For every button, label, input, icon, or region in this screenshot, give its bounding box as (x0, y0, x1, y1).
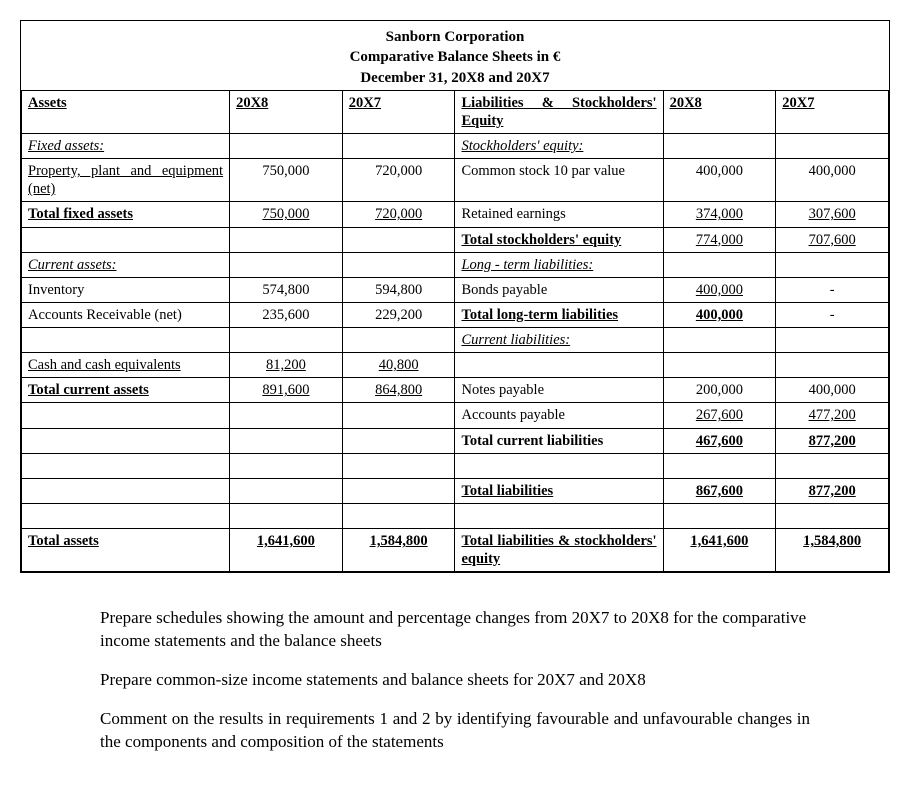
ppe-y1: 750,000 (230, 159, 343, 202)
hdr-y1-left: 20X8 (230, 90, 343, 133)
cash-y2: 40,800 (342, 353, 455, 378)
current-liabilities-header: Current liabilities: (455, 328, 663, 353)
total-fixed-assets-label: Total fixed assets (22, 202, 230, 227)
total-current-liabilities-y1: 467,600 (663, 428, 776, 453)
notes-payable-y1: 200,000 (663, 378, 776, 403)
total-stockholders-equity-y1: 774,000 (663, 227, 776, 252)
ppe-label: Property, plant and equipment (net) (22, 159, 230, 202)
total-long-term-liabilities-y2: - (776, 302, 889, 327)
hdr-y2-right: 20X7 (776, 90, 889, 133)
ar-label: Accounts Receivable (net) (22, 302, 230, 327)
common-stock-y1: 400,000 (663, 159, 776, 202)
common-stock-y2: 400,000 (776, 159, 889, 202)
instructions-block: Prepare schedules showing the amount and… (100, 607, 810, 754)
title-block: Sanborn Corporation Comparative Balance … (21, 21, 889, 90)
table-row: Total current assets 891,600 864,800 Not… (22, 378, 889, 403)
table-row: Total current liabilities 467,600 877,20… (22, 428, 889, 453)
total-assets-y2: 1,584,800 (342, 529, 455, 572)
instruction-3: Comment on the results in requirements 1… (100, 708, 810, 754)
table-row: Cash and cash equivalents 81,200 40,800 (22, 353, 889, 378)
total-current-assets-y2: 864,800 (342, 378, 455, 403)
balance-sheet-container: Sanborn Corporation Comparative Balance … (20, 20, 890, 573)
table-row (22, 503, 889, 528)
table-row: Total fixed assets 750,000 720,000 Retai… (22, 202, 889, 227)
table-row: Fixed assets: Stockholders' equity: (22, 134, 889, 159)
instruction-2: Prepare common-size income statements an… (100, 669, 810, 692)
table-row: Property, plant and equipment (net) 750,… (22, 159, 889, 202)
retained-earnings-y1: 374,000 (663, 202, 776, 227)
bonds-payable-label: Bonds payable (455, 277, 663, 302)
instruction-1: Prepare schedules showing the amount and… (100, 607, 810, 653)
table-row: Current liabilities: (22, 328, 889, 353)
total-liab-se-label: Total liabilities & stockholders' equity (455, 529, 663, 572)
inventory-y2: 594,800 (342, 277, 455, 302)
retained-earnings-y2: 307,600 (776, 202, 889, 227)
total-current-liabilities-y2: 877,200 (776, 428, 889, 453)
cash-y1: 81,200 (230, 353, 343, 378)
table-row: Total liabilities 867,600 877,200 (22, 478, 889, 503)
fixed-assets-header: Fixed assets: (22, 134, 230, 159)
hdr-assets: Assets (22, 90, 230, 133)
total-liab-se-y1: 1,641,600 (663, 529, 776, 572)
table-row: Total stockholders' equity 774,000 707,6… (22, 227, 889, 252)
total-assets-label: Total assets (22, 529, 230, 572)
report-date: December 31, 20X8 and 20X7 (21, 68, 889, 88)
ppe-y2: 720,000 (342, 159, 455, 202)
total-long-term-liabilities-y1: 400,000 (663, 302, 776, 327)
bonds-payable-y2: - (776, 277, 889, 302)
hdr-liab-eq: Liabilities & Stockholders' Equity (455, 90, 663, 133)
bonds-payable-y1: 400,000 (663, 277, 776, 302)
hdr-y2-left: 20X7 (342, 90, 455, 133)
total-fixed-assets-y2: 720,000 (342, 202, 455, 227)
total-stockholders-equity-y2: 707,600 (776, 227, 889, 252)
accounts-payable-y1: 267,600 (663, 403, 776, 428)
ar-y2: 229,200 (342, 302, 455, 327)
table-row: Current assets: Long - term liabilities: (22, 252, 889, 277)
accounts-payable-label: Accounts payable (455, 403, 663, 428)
current-assets-header: Current assets: (22, 252, 230, 277)
table-row: Total assets 1,641,600 1,584,800 Total l… (22, 529, 889, 572)
inventory-y1: 574,800 (230, 277, 343, 302)
common-stock-label: Common stock 10 par value (455, 159, 663, 202)
total-stockholders-equity-label: Total stockholders' equity (455, 227, 663, 252)
company-name: Sanborn Corporation (21, 27, 889, 47)
total-assets-y1: 1,641,600 (230, 529, 343, 572)
total-current-assets-y1: 891,600 (230, 378, 343, 403)
total-liabilities-y2: 877,200 (776, 478, 889, 503)
stockholders-equity-header: Stockholders' equity: (455, 134, 663, 159)
table-row: Inventory 574,800 594,800 Bonds payable … (22, 277, 889, 302)
hdr-y1-right: 20X8 (663, 90, 776, 133)
retained-earnings-label: Retained earnings (455, 202, 663, 227)
total-liabilities-y1: 867,600 (663, 478, 776, 503)
notes-payable-label: Notes payable (455, 378, 663, 403)
total-current-assets-label: Total current assets (22, 378, 230, 403)
long-term-liabilities-header: Long - term liabilities: (455, 252, 663, 277)
balance-sheet-table: Assets 20X8 20X7 Liabilities & Stockhold… (21, 90, 889, 573)
accounts-payable-y2: 477,200 (776, 403, 889, 428)
total-fixed-assets-y1: 750,000 (230, 202, 343, 227)
table-row (22, 453, 889, 478)
header-row: Assets 20X8 20X7 Liabilities & Stockhold… (22, 90, 889, 133)
ar-y1: 235,600 (230, 302, 343, 327)
total-liab-se-y2: 1,584,800 (776, 529, 889, 572)
report-name: Comparative Balance Sheets in € (21, 47, 889, 67)
total-long-term-liabilities-label: Total long-term liabilities (455, 302, 663, 327)
table-row: Accounts payable 267,600 477,200 (22, 403, 889, 428)
inventory-label: Inventory (22, 277, 230, 302)
cash-label: Cash and cash equivalents (22, 353, 230, 378)
total-current-liabilities-label: Total current liabilities (455, 428, 663, 453)
table-row: Accounts Receivable (net) 235,600 229,20… (22, 302, 889, 327)
total-liabilities-label: Total liabilities (455, 478, 663, 503)
notes-payable-y2: 400,000 (776, 378, 889, 403)
